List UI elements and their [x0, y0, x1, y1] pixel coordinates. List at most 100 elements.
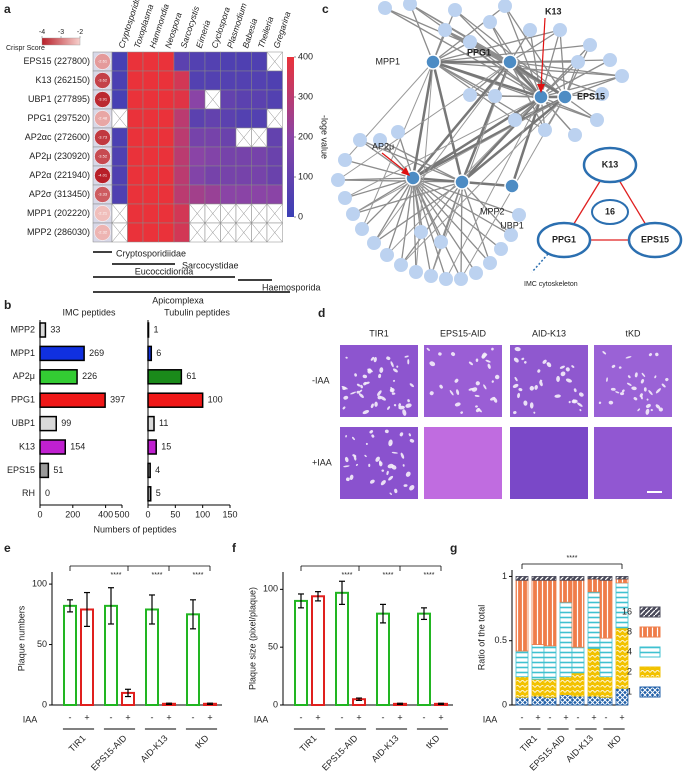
edge [432, 29, 561, 63]
node [463, 35, 477, 49]
heat-cell [127, 108, 144, 129]
plaque [524, 361, 527, 364]
plaque [380, 480, 386, 486]
plaque [388, 475, 394, 481]
colorbar [287, 57, 294, 217]
heat-cell [173, 108, 190, 129]
heat-cell [251, 108, 268, 129]
condition-tick: + [207, 712, 212, 722]
legend-swatch [639, 606, 661, 618]
bar [39, 369, 78, 385]
value-label: 5 [156, 488, 161, 498]
bar-segment [571, 695, 585, 706]
condition-tick: + [84, 712, 89, 722]
plaque [349, 474, 354, 481]
plaque [608, 400, 614, 405]
bar-segment [559, 676, 573, 696]
bar-segment [615, 627, 629, 689]
edge [400, 177, 414, 266]
bar [294, 599, 308, 706]
plaque [393, 368, 398, 373]
heat-cell [173, 127, 190, 148]
edge [379, 139, 463, 183]
plaque [409, 383, 415, 388]
plaque-image [510, 345, 588, 417]
value-label: 11 [159, 418, 168, 428]
node-label: MPP1 [375, 56, 400, 66]
plaque [362, 374, 368, 379]
heat-cell [204, 165, 221, 186]
plaque [475, 408, 481, 413]
plaque [645, 408, 650, 415]
x-tick-label: 200 [65, 509, 80, 519]
bar-segment [571, 646, 585, 674]
edge [373, 177, 414, 244]
edge [412, 177, 447, 280]
bar-segment [543, 696, 557, 706]
row-label: -IAA [312, 375, 330, 385]
heat-cell [251, 89, 268, 110]
plaque [354, 373, 357, 377]
plaque [352, 454, 357, 458]
significance: **** [567, 555, 578, 562]
plaque [393, 404, 397, 407]
group-label: tKD [424, 733, 442, 751]
plaque [460, 411, 463, 414]
plaque [521, 357, 525, 361]
significance: **** [111, 572, 122, 579]
heat-cell [111, 51, 128, 72]
crispr-dot [94, 72, 111, 89]
heat-cell [220, 108, 237, 129]
crispr-tick-label: -2 [77, 29, 83, 36]
cross [251, 203, 268, 224]
colorbar-tick-label: 400 [298, 51, 313, 61]
heat-cell [189, 127, 206, 148]
crispr-score: -2.61 [98, 59, 108, 64]
plaque [615, 391, 620, 394]
value-label: 99 [61, 418, 71, 428]
row-label: AP2α (221940) [29, 170, 90, 180]
condition-tick: + [356, 712, 361, 722]
heat-cell [158, 146, 175, 167]
heat-cell [127, 146, 144, 167]
group-label: AID-K13 [369, 733, 400, 764]
heat-cell [173, 184, 190, 205]
heat-cell [127, 89, 144, 110]
plaque [356, 390, 360, 394]
node [355, 222, 369, 236]
plaque [396, 365, 399, 368]
cross [220, 222, 237, 243]
edge [352, 96, 566, 215]
heat-cell [220, 89, 237, 110]
plaque [402, 464, 405, 467]
plaque-image [424, 345, 502, 417]
plaque [392, 379, 396, 382]
edge [386, 177, 414, 256]
heat-cell [127, 70, 144, 91]
row-label: +IAA [312, 457, 332, 467]
plaque [386, 356, 391, 361]
heat-cell [220, 127, 237, 148]
plaque [373, 357, 377, 363]
node [353, 133, 367, 147]
heat-cell [158, 184, 175, 205]
node [615, 69, 629, 83]
heat-cell [142, 165, 159, 186]
plaque [375, 456, 380, 462]
bar [39, 415, 57, 432]
cross [189, 203, 206, 224]
edge [509, 29, 561, 63]
plaque [655, 404, 661, 409]
category-label: AP2μ [13, 371, 35, 381]
plaque [399, 432, 404, 437]
bar-segment [531, 644, 545, 680]
node [603, 53, 617, 67]
group-label: tKD [605, 733, 623, 751]
row-label: AP2μ (230920) [29, 151, 90, 161]
crispr-dot [94, 110, 111, 127]
bar [311, 595, 325, 706]
bar [147, 345, 153, 362]
bar [147, 462, 151, 479]
annotation: IMC cytoskeleton [524, 281, 578, 288]
